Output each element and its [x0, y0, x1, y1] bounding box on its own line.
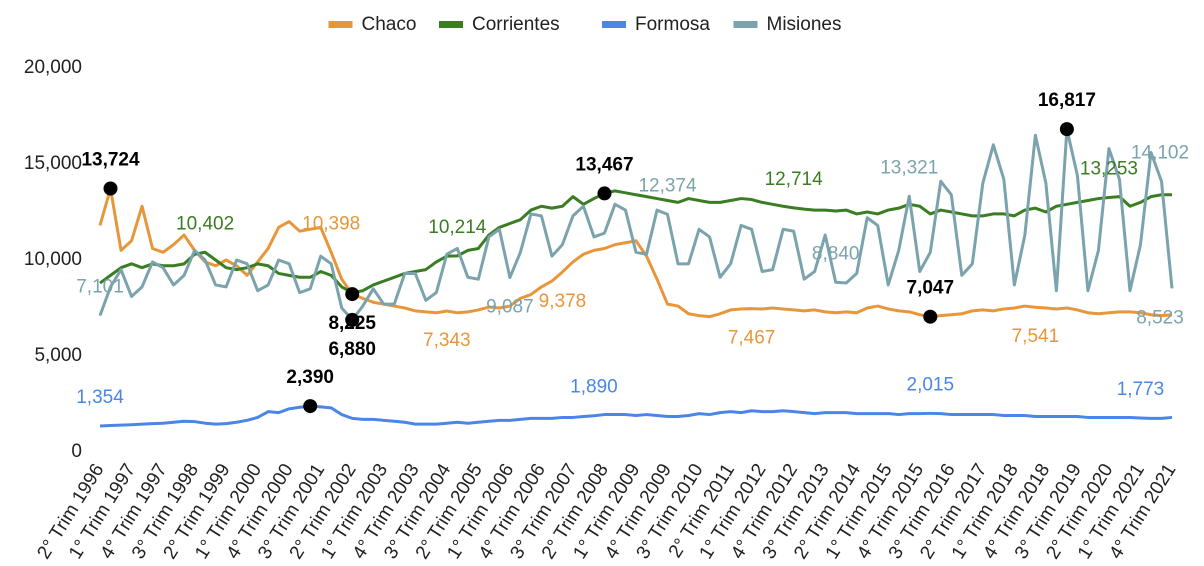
series-line	[99, 404, 1173, 428]
data-label: 9,087	[486, 297, 534, 318]
data-label: 7,101	[76, 277, 124, 298]
data-label: 8,523	[1136, 307, 1184, 328]
y-tick-label: 20,000	[24, 57, 82, 78]
data-label: 13,321	[880, 157, 938, 178]
data-label: 7,541	[1012, 326, 1060, 347]
y-tick-label: 15,000	[24, 153, 82, 174]
highlight-dot	[923, 309, 938, 324]
legend-swatch	[602, 21, 626, 28]
data-label: 10,398	[302, 213, 360, 234]
legend-swatch	[439, 21, 463, 28]
legend-label: Misiones	[767, 14, 842, 35]
data-label: 12,714	[765, 169, 824, 190]
data-label: 13,724	[81, 150, 140, 171]
legend-label: Formosa	[635, 14, 710, 35]
data-label: 1,773	[1117, 379, 1165, 400]
data-label: 16,817	[1038, 90, 1096, 111]
data-label: 13,467	[575, 154, 633, 175]
data-label: 2,015	[907, 374, 955, 395]
data-label: 7,047	[907, 278, 955, 299]
data-label: 13,253	[1080, 159, 1138, 180]
y-tick-label: 5,000	[34, 345, 82, 366]
y-tick-label: 0	[71, 441, 82, 462]
highlight-dot	[103, 181, 118, 196]
data-label: 10,214	[428, 217, 487, 238]
series-line	[99, 189, 1172, 295]
data-label: 7,343	[423, 330, 471, 351]
data-label: 8,840	[812, 243, 860, 264]
data-label: 2,390	[286, 367, 334, 388]
legend-swatch	[328, 21, 353, 28]
highlight-dot	[303, 399, 318, 414]
data-label: 9,378	[539, 291, 587, 312]
highlight-dot	[597, 186, 612, 201]
data-label: 10,402	[176, 213, 234, 234]
legend-label: Chaco	[362, 14, 417, 35]
data-label: 1,354	[76, 387, 124, 408]
legend-label: Corrientes	[472, 14, 560, 35]
highlight-dot	[345, 312, 360, 327]
series-line	[98, 186, 1173, 319]
data-label: 7,467	[728, 328, 776, 349]
legend-swatch	[733, 21, 758, 28]
data-label: 14,102	[1131, 142, 1189, 163]
data-label: 12,374	[638, 175, 697, 196]
series-line	[98, 127, 1174, 322]
highlight-dot	[345, 287, 360, 302]
data-label: 6,880	[328, 339, 376, 360]
y-tick-label: 10,000	[24, 249, 82, 270]
highlight-dot	[1059, 122, 1074, 137]
data-label: 1,890	[570, 377, 618, 398]
